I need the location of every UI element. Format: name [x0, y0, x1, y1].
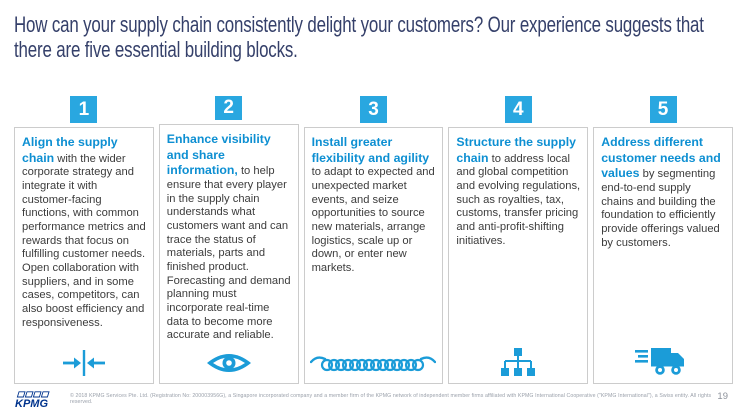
block-card: Address different customer needs and val…: [593, 127, 733, 384]
block-heading: Enhance visibility and share information…: [166, 132, 271, 178]
block-column-3: 3 Install greater flexibility and agilit…: [303, 96, 444, 384]
building-blocks: 1 Align the supply chain with the wider …: [14, 96, 733, 384]
block-text: Address different customer needs and val…: [601, 135, 726, 250]
block-card: Structure the supply chain to address lo…: [448, 127, 589, 384]
block-card: Install greater flexibility and agility …: [303, 127, 444, 384]
block-number-badge: 2: [215, 96, 243, 121]
copyright-text: © 2018 KPMG Services Pte. Ltd. (Registra…: [70, 393, 712, 406]
kpmg-logo-text: KPMG: [15, 398, 48, 409]
block-heading: Address different customer needs and val…: [601, 135, 721, 181]
block-card: Enhance visibility and share information…: [158, 124, 299, 384]
flexibility-spring-icon: [305, 350, 443, 376]
block-column-1: 1 Align the supply chain with the wider …: [14, 96, 154, 384]
block-body: with the wider corporate strategy and in…: [22, 152, 146, 329]
block-heading: Structure the supply chain: [456, 135, 576, 165]
block-number-badge: 4: [504, 96, 532, 123]
slide-title-line1: How can your supply chain consistently d…: [14, 12, 704, 37]
block-text: Enhance visibility and share information…: [167, 132, 292, 343]
block-body: to help ensure that every player in the …: [166, 165, 291, 342]
slide-title: How can your supply chain consistently d…: [14, 12, 734, 63]
slide-footer: KPMG © 2018 KPMG Services Pte. Ltd. (Reg…: [14, 390, 728, 412]
block-body: to adapt to expected and unexpected mark…: [311, 166, 435, 274]
block-column-4: 4 Structure the supply chain to address …: [448, 96, 589, 384]
block-card: Align the supply chain with the wider co…: [14, 127, 154, 384]
kpmg-logo: KPMG: [14, 391, 56, 414]
block-text: Structure the supply chain to address lo…: [456, 135, 581, 248]
align-arrows-icon: [15, 350, 153, 376]
block-number-badge: 1: [70, 96, 98, 123]
block-heading: Align the supply chain: [22, 135, 118, 165]
block-body: to address local and global competition …: [456, 152, 581, 247]
block-heading: Install greater flexibility and agility: [311, 135, 430, 165]
visibility-eye-icon: [160, 350, 298, 376]
block-column-5: 5 Address different customer needs and v…: [593, 96, 733, 384]
block-number-badge: 3: [359, 96, 387, 123]
block-column-2: 2 Enhance visibility and share informati…: [158, 96, 299, 384]
block-body: by segmenting end-to-end supply chains a…: [601, 168, 720, 249]
delivery-truck-icon: [594, 346, 732, 376]
slide-title-line2: there are five essential building blocks…: [14, 37, 298, 63]
org-structure-icon: [449, 348, 587, 376]
block-text: Install greater flexibility and agility …: [312, 135, 437, 276]
block-number-badge: 5: [649, 96, 677, 123]
block-text: Align the supply chain with the wider co…: [22, 135, 147, 330]
page-number: 19: [717, 391, 728, 402]
